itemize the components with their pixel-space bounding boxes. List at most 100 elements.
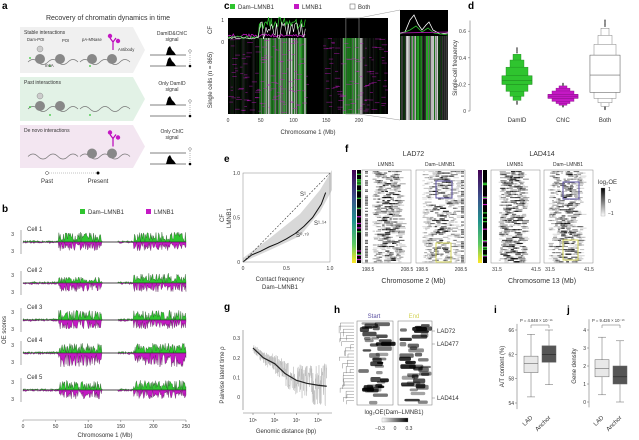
heatmap-segment — [457, 195, 462, 197]
heatmap-segment — [440, 227, 448, 229]
heatmap-segment — [504, 229, 511, 231]
heatmap-segment — [571, 206, 577, 208]
lmnb1-speckle — [254, 91, 261, 93]
heatmap-segment — [422, 180, 426, 182]
heatmap-segment — [578, 213, 582, 215]
heatmap-segment — [521, 239, 528, 241]
heatmap-column — [330, 38, 332, 114]
lad-title: LAD414 — [529, 151, 554, 158]
heatmap-column — [269, 38, 271, 114]
heatmap-segment — [555, 252, 561, 254]
heatmap-segment — [435, 259, 440, 261]
y-axis-label: Single-cell frequency — [453, 40, 459, 96]
heatmap-segment — [552, 233, 559, 235]
x-tick-label: 198.5 — [416, 267, 429, 273]
heatmap-segment — [383, 219, 387, 222]
heatmap-segment — [444, 245, 447, 248]
heatmap-segment — [551, 223, 557, 225]
heatmap-segment — [512, 215, 515, 217]
heatmap-segment — [434, 250, 440, 252]
heatmap-segment — [453, 258, 460, 260]
heatmap-segment — [549, 213, 553, 215]
heatmap-segment — [392, 227, 399, 229]
heatmap-segment — [438, 183, 443, 185]
heatmap-segment — [514, 244, 522, 246]
heatmap-segment — [576, 226, 583, 228]
heatmap-segment — [518, 238, 524, 240]
heatmap-column — [343, 38, 345, 114]
heatmap-segment — [441, 175, 449, 177]
heatmap-column — [254, 38, 256, 114]
heatmap-segment — [504, 233, 509, 235]
heatmap-segment — [399, 183, 406, 185]
heatmap-segment — [506, 241, 513, 243]
heatmap-segment — [394, 190, 401, 192]
lmnb1-speckle — [365, 85, 370, 87]
heatmap-segment — [378, 204, 383, 206]
cf-tick-label: 0 — [221, 40, 224, 46]
heatmap-blob — [370, 361, 383, 367]
heatmap-segment — [382, 229, 387, 231]
heatmap-segment — [375, 189, 381, 191]
heatmap-segment — [365, 219, 368, 222]
heatmap-segment — [519, 198, 522, 200]
heatmap-column — [385, 38, 387, 114]
heatmap-segment — [428, 255, 434, 257]
heatmap-segment — [549, 215, 552, 217]
heatmap-blob — [369, 400, 378, 405]
cluster-stripe — [357, 250, 361, 252]
heatmap-segment — [565, 227, 571, 229]
x-tick-label: 200 — [149, 424, 158, 430]
lmnb1-speckle — [286, 68, 289, 70]
heatmap-segment — [430, 210, 434, 212]
heatmap-segment — [553, 255, 560, 257]
heatmap-column — [257, 38, 258, 114]
heatmap-segment — [549, 175, 555, 177]
annotation-s1: S¹ — [300, 192, 306, 198]
heatmap-segment — [393, 207, 400, 209]
heatmap-segment — [429, 209, 437, 211]
heatmap-segment — [436, 247, 441, 249]
heatmap-segment — [439, 239, 444, 241]
heatmap-segment — [507, 183, 514, 185]
lmnb1-speckle — [282, 102, 286, 104]
heatmap-segment — [575, 175, 579, 177]
heatmap-segment — [551, 213, 555, 215]
heatmap-segment — [365, 181, 368, 183]
heatmap-segment — [436, 183, 440, 185]
x-axis-label: Dam–LMNB1 — [262, 285, 299, 291]
heatmap-segment — [434, 212, 439, 214]
lmnb1-speckle — [305, 75, 308, 77]
heatmap-segment — [373, 252, 378, 254]
heatmap-segment — [560, 223, 566, 225]
heatmap-segment — [434, 232, 437, 234]
outlier-point — [562, 106, 564, 108]
heatmap-segment — [505, 213, 508, 215]
dendrogram-branch — [346, 366, 354, 374]
heatmap-segment — [432, 174, 438, 176]
heatmap-segment — [567, 183, 571, 185]
x-tick-label: 10⁷ — [293, 418, 301, 424]
lmnb1-speckle — [344, 104, 351, 106]
heatmap-segment — [375, 174, 380, 176]
heatmap-segment — [441, 186, 446, 188]
heatmap-segment — [547, 189, 554, 191]
heatmap-segment — [558, 183, 566, 185]
heatmap-segment — [548, 242, 554, 245]
heatmap-segment — [373, 213, 379, 215]
heatmap-segment — [382, 201, 390, 203]
heatmap-segment — [382, 216, 389, 218]
heatmap-segment — [573, 219, 578, 222]
heatmap-column — [352, 38, 354, 114]
heatmap-segment — [423, 255, 427, 257]
heatmap-segment — [430, 181, 433, 183]
heatmap-segment — [461, 172, 464, 174]
heatmap-segment — [518, 232, 521, 234]
heatmap-blob — [407, 374, 419, 378]
heatmap-column — [352, 38, 354, 114]
heatmap-segment — [461, 241, 464, 243]
heatmap-segment — [517, 224, 522, 226]
heatmap-segment — [548, 245, 553, 248]
heatmap-segment — [549, 189, 556, 191]
heatmap-segment — [559, 209, 567, 211]
